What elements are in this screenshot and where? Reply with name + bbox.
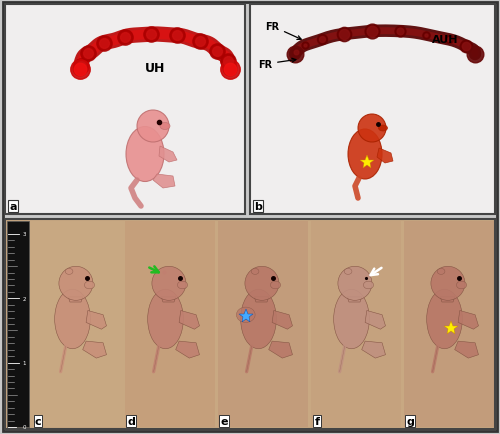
FancyBboxPatch shape xyxy=(250,5,495,214)
Polygon shape xyxy=(377,149,393,164)
Ellipse shape xyxy=(334,289,370,349)
FancyBboxPatch shape xyxy=(218,221,308,427)
Ellipse shape xyxy=(344,269,352,275)
Ellipse shape xyxy=(456,282,466,289)
Ellipse shape xyxy=(84,282,94,289)
Polygon shape xyxy=(347,297,362,302)
Text: FR: FR xyxy=(258,59,296,70)
Text: a: a xyxy=(10,201,17,211)
Text: 0: 0 xyxy=(23,424,26,430)
Text: UH: UH xyxy=(145,61,165,74)
Ellipse shape xyxy=(348,130,382,180)
Text: e: e xyxy=(220,416,228,426)
Circle shape xyxy=(137,111,169,143)
Circle shape xyxy=(358,115,386,143)
Ellipse shape xyxy=(438,269,445,275)
FancyBboxPatch shape xyxy=(404,221,494,427)
Ellipse shape xyxy=(426,289,462,349)
Text: c: c xyxy=(34,416,42,426)
Polygon shape xyxy=(362,341,386,358)
Circle shape xyxy=(245,266,279,301)
Text: 2: 2 xyxy=(23,296,26,301)
Polygon shape xyxy=(176,341,200,358)
Text: d: d xyxy=(127,416,135,426)
Ellipse shape xyxy=(378,126,388,132)
Ellipse shape xyxy=(270,282,280,289)
Ellipse shape xyxy=(236,307,255,322)
Polygon shape xyxy=(68,297,82,302)
Polygon shape xyxy=(153,174,175,188)
Polygon shape xyxy=(458,311,478,329)
Polygon shape xyxy=(272,311,292,329)
Text: 1: 1 xyxy=(23,360,26,365)
Circle shape xyxy=(431,266,465,301)
Circle shape xyxy=(338,266,372,301)
FancyBboxPatch shape xyxy=(311,221,401,427)
Ellipse shape xyxy=(160,123,170,130)
FancyBboxPatch shape xyxy=(5,220,495,429)
Polygon shape xyxy=(86,311,106,329)
FancyBboxPatch shape xyxy=(32,221,122,427)
Text: f: f xyxy=(314,416,320,426)
FancyBboxPatch shape xyxy=(5,5,245,214)
Polygon shape xyxy=(162,297,175,302)
Circle shape xyxy=(152,266,186,301)
Ellipse shape xyxy=(252,269,259,275)
Circle shape xyxy=(59,266,93,301)
Polygon shape xyxy=(82,341,106,358)
Ellipse shape xyxy=(148,289,184,349)
Ellipse shape xyxy=(126,127,164,182)
Text: FR: FR xyxy=(265,22,301,40)
Polygon shape xyxy=(365,311,386,329)
Polygon shape xyxy=(454,341,478,358)
Text: 3: 3 xyxy=(23,232,26,237)
FancyBboxPatch shape xyxy=(3,3,497,431)
FancyBboxPatch shape xyxy=(125,221,215,427)
Ellipse shape xyxy=(178,282,188,289)
Ellipse shape xyxy=(364,282,374,289)
Ellipse shape xyxy=(54,289,90,349)
Polygon shape xyxy=(254,297,268,302)
Text: AUH: AUH xyxy=(432,35,458,45)
Ellipse shape xyxy=(66,269,73,275)
Polygon shape xyxy=(159,147,177,163)
Text: b: b xyxy=(254,201,262,211)
Polygon shape xyxy=(179,311,200,329)
Text: g: g xyxy=(406,416,414,426)
Polygon shape xyxy=(268,341,292,358)
FancyBboxPatch shape xyxy=(7,221,29,427)
Polygon shape xyxy=(440,297,454,302)
Ellipse shape xyxy=(240,289,276,349)
